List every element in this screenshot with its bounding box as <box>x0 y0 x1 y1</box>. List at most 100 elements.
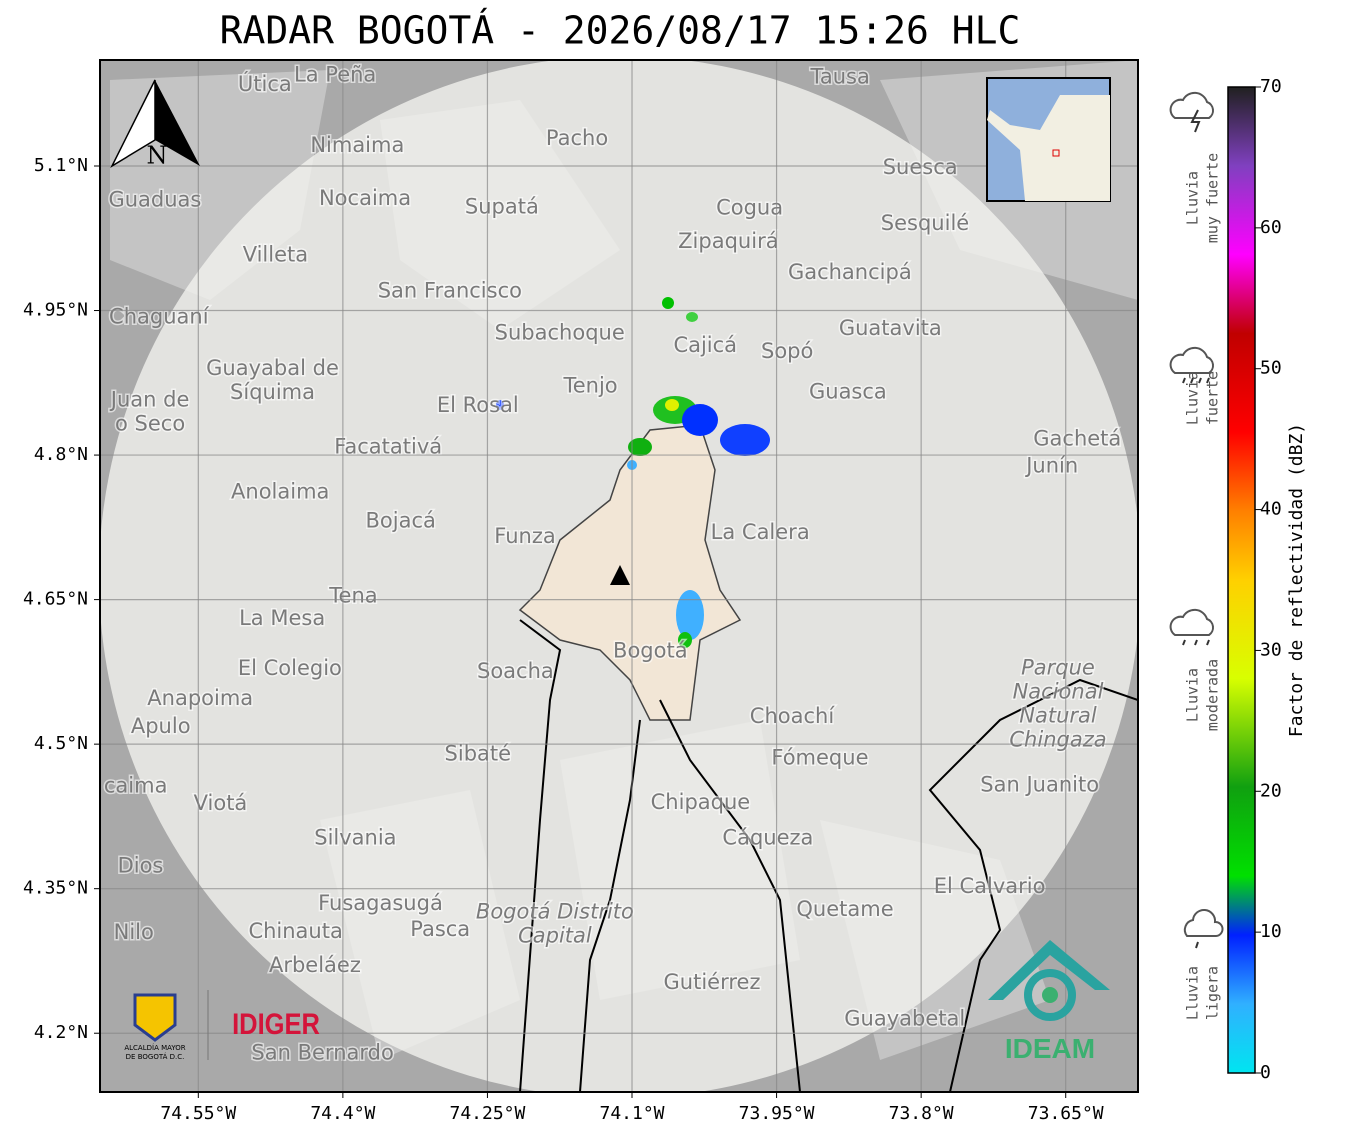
alcaldia-logo: ALCALDÍA MAYOR DE BOGOTÁ D.C. IDIGER <box>124 990 320 1061</box>
place-label: El Colegio <box>238 656 342 680</box>
place-label: Subachoque <box>495 321 625 345</box>
place-label: Gachancipá <box>788 260 912 284</box>
alcaldia-text: ALCALDÍA MAYOR <box>124 1043 185 1052</box>
place-label: Choachí <box>750 704 836 728</box>
place-label: La Mesa <box>239 606 325 630</box>
place-label: Guatavita <box>839 316 942 340</box>
rain-level-label: ligera <box>1204 966 1222 1020</box>
place-label: Gutiérrez <box>664 970 761 994</box>
x-tick-label: 73.8°W <box>889 1103 954 1124</box>
place-label: Cáqueza <box>722 826 813 850</box>
place-label: Bogotá Distrito <box>476 899 634 923</box>
x-tick-label: 73.95°W <box>739 1103 815 1124</box>
place-label: Chipaque <box>651 790 751 814</box>
place-label: Capital <box>518 923 592 947</box>
idiger-logo: IDIGER <box>232 1007 320 1040</box>
place-label: Anolaima <box>231 480 329 504</box>
place-label: Suesca <box>883 155 958 179</box>
place-label: Fómeque <box>771 746 868 770</box>
place-label: Cogua <box>716 195 783 219</box>
colorbar-tick-label: 60 <box>1260 217 1282 238</box>
place-label: Soacha <box>477 659 554 683</box>
place-label: El Calvario <box>934 874 1046 898</box>
place-label: Nimaima <box>310 133 404 157</box>
place-label: Bogotá <box>613 639 688 663</box>
place-label: Sibaté <box>445 742 512 766</box>
place-label: Guaduas <box>108 188 201 212</box>
place-label: Chaguaní <box>109 304 210 328</box>
place-label: o Seco <box>115 412 185 436</box>
radar-site <box>610 565 630 585</box>
place-label: Parque <box>1021 656 1095 680</box>
colorbar-tick-label: 40 <box>1260 499 1282 520</box>
place-label: Guasca <box>809 379 887 403</box>
north-arrow: N <box>110 79 200 170</box>
place-label: Sesquilé <box>881 211 969 235</box>
plot-frame <box>99 59 1139 1093</box>
place-label: Supatá <box>465 194 539 218</box>
colorbar-tick-label: 70 <box>1260 76 1282 97</box>
place-label: Natural <box>1019 704 1097 728</box>
x-tick-label: 73.65°W <box>1028 1103 1104 1124</box>
x-tick-label: 74.55°W <box>160 1103 236 1124</box>
place-label: Fusagasugá <box>318 891 443 915</box>
rain-level-label: muy fuerte <box>1204 153 1222 243</box>
place-label: Útica <box>238 71 292 96</box>
place-label: caima <box>104 774 168 798</box>
place-label: Chingaza <box>1009 728 1106 752</box>
boundaries <box>519 619 1138 1092</box>
place-label: El Rosal <box>437 393 519 417</box>
place-label: La Calera <box>711 520 810 544</box>
place-label: Arbeláez <box>269 953 361 977</box>
place-label: Juan de <box>109 388 190 412</box>
colorbar-tick-label: 30 <box>1260 639 1282 660</box>
colorbar-tick-label: 10 <box>1260 921 1282 942</box>
y-tick-label: 5.1°N <box>34 155 88 176</box>
place-label: Quetame <box>796 897 893 921</box>
y-tick-label: 4.8°N <box>34 444 88 465</box>
place-label: Guayabal de <box>206 356 339 380</box>
place-label: Nocaima <box>319 186 411 210</box>
place-label: Silvania <box>314 826 396 850</box>
place-label: Zipaquirá <box>678 229 778 253</box>
colorbar-tick-label: 20 <box>1260 780 1282 801</box>
title: RADAR BOGOTÁ - 2026/08/17 15:26 HLC <box>220 9 1021 53</box>
place-label: Anapoima <box>147 686 253 710</box>
alcaldia-text: DE BOGOTÁ D.C. <box>126 1052 185 1061</box>
rain-level-label: fuerte <box>1204 371 1222 425</box>
rain-level-label: Lluvia <box>1184 966 1202 1020</box>
x-tick-label: 74.1°W <box>599 1103 664 1124</box>
rain-level-label: Lluvia <box>1184 668 1202 722</box>
north-label: N <box>147 142 168 170</box>
y-tick-label: 4.95°N <box>23 300 88 321</box>
place-label: Sopó <box>761 339 813 363</box>
place-label: Viotá <box>194 791 248 815</box>
place-label: San Francisco <box>378 278 522 302</box>
y-tick-label: 4.5°N <box>34 733 88 754</box>
y-tick-label: 4.65°N <box>23 589 88 610</box>
colorbar-tick-label: 0 <box>1260 1062 1271 1083</box>
place-label: Tenjo <box>562 374 617 398</box>
radar-echoes <box>496 297 770 648</box>
rain-level-label: Lluvia <box>1184 371 1202 425</box>
ideam-logo: IDEAM <box>988 940 1110 1064</box>
place-label: Cajicá <box>673 333 737 357</box>
place-label: Funza <box>494 524 555 548</box>
place-label: Guayabetal <box>844 1007 965 1031</box>
place-label: La Peña <box>294 62 376 86</box>
colorbar-label: Factor de reflectividad (dBZ) <box>1286 423 1307 737</box>
place-label: Pasca <box>410 917 470 941</box>
x-tick-label: 74.4°W <box>310 1103 375 1124</box>
place-label: Dios <box>118 854 164 878</box>
place-label: Nilo <box>114 920 154 944</box>
inset-map <box>986 77 1111 202</box>
y-tick-label: 4.2°N <box>34 1022 88 1043</box>
ideam-text: IDEAM <box>1005 1033 1095 1064</box>
x-tick-label: 74.25°W <box>450 1103 526 1124</box>
place-label: Bojacá <box>366 509 436 533</box>
colorbar <box>1227 86 1256 1074</box>
rain-level-label: Lluvia <box>1184 171 1202 225</box>
place-label: San Juanito <box>980 773 1099 797</box>
